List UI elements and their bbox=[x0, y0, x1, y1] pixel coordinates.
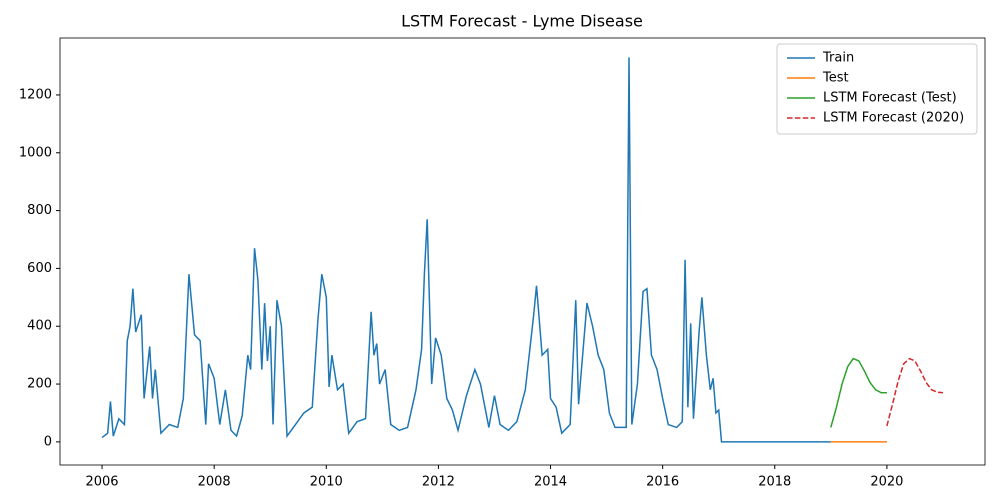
legend-label: LSTM Forecast (2020) bbox=[823, 111, 964, 126]
x-tick-label: 2020 bbox=[870, 475, 903, 490]
x-tick-label: 2018 bbox=[758, 475, 791, 490]
legend-label: LSTM Forecast (Test) bbox=[823, 91, 957, 106]
legend-box bbox=[776, 43, 978, 135]
y-tick-label: 0 bbox=[44, 434, 52, 449]
y-tick-label: 1200 bbox=[19, 87, 52, 102]
x-tick-label: 2006 bbox=[85, 475, 118, 490]
data-line bbox=[101, 57, 831, 443]
y-tick-label: 1000 bbox=[19, 145, 52, 160]
x-tick-label: 2008 bbox=[198, 475, 231, 490]
y-tick-label: 600 bbox=[27, 261, 52, 276]
x-tick-label: 2016 bbox=[646, 475, 679, 490]
x-tick-label: 2010 bbox=[310, 475, 343, 490]
plot-frame bbox=[59, 37, 986, 466]
y-tick-label: 800 bbox=[27, 203, 52, 218]
x-tick-label: 2012 bbox=[422, 475, 455, 490]
chart-title: LSTM Forecast - Lyme Disease bbox=[401, 12, 643, 31]
data-line bbox=[830, 357, 887, 428]
x-tick-label: 2014 bbox=[534, 475, 567, 490]
legend-label: Test bbox=[822, 71, 849, 86]
legend-label: Train bbox=[822, 51, 854, 66]
y-tick-label: 200 bbox=[27, 377, 52, 392]
data-line bbox=[886, 357, 944, 427]
y-tick-label: 400 bbox=[27, 319, 52, 334]
